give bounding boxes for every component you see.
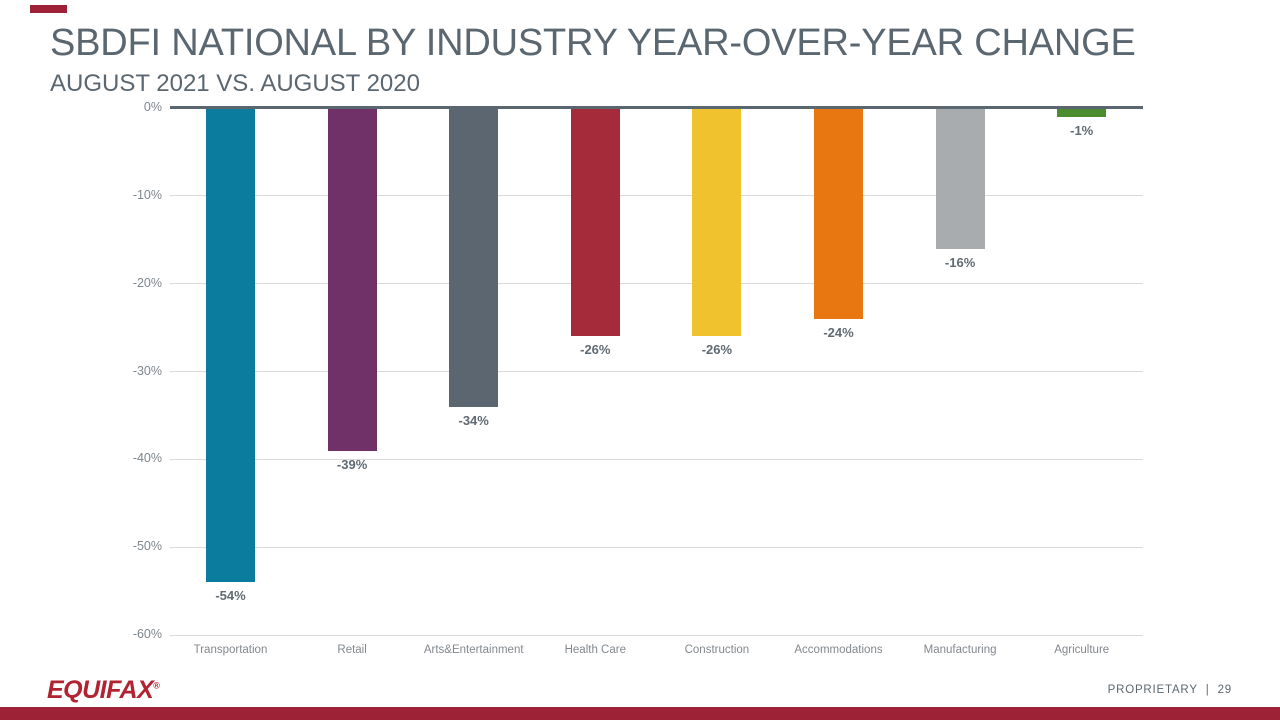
bar-health-care bbox=[570, 108, 620, 337]
footer-divider: | bbox=[1205, 684, 1210, 696]
equifax-logo-text: EQUIFAX bbox=[47, 676, 154, 704]
bar-value-label-agriculture: -1% bbox=[1070, 122, 1094, 138]
brand-accent-bar bbox=[30, 5, 67, 13]
bar-manufacturing bbox=[935, 108, 985, 249]
gridline bbox=[170, 283, 1143, 285]
category-label-retail: Retail bbox=[337, 644, 367, 656]
bar-value-label-construction: -26% bbox=[701, 342, 733, 358]
bar-construction bbox=[692, 108, 742, 337]
category-label-construction: Construction bbox=[684, 644, 750, 656]
y-axis-tick-label: -30% bbox=[132, 363, 162, 378]
y-axis-tick-label: -50% bbox=[132, 539, 162, 554]
bar-value-label-retail: -39% bbox=[336, 456, 368, 472]
bar-value-label-transportation: -54% bbox=[215, 588, 246, 604]
gridline bbox=[170, 546, 1143, 548]
category-label-agriculture: Agriculture bbox=[1054, 644, 1110, 656]
bar-value-label-manufacturing: -16% bbox=[944, 254, 976, 270]
footer-meta: PROPRIETARY | 29 bbox=[1108, 684, 1232, 696]
bar-value-label-accommodations: -24% bbox=[823, 324, 854, 340]
page-number: 29 bbox=[1217, 684, 1232, 696]
gridline bbox=[170, 634, 1143, 636]
gridline bbox=[170, 458, 1143, 460]
brand-footer-bar bbox=[0, 707, 1280, 720]
category-label-arts-entertainment: Arts&Entertainment bbox=[423, 644, 524, 656]
category-label-manufacturing: Manufacturing bbox=[923, 644, 997, 656]
bar-value-label-health-care: -26% bbox=[580, 342, 611, 358]
bar-retail bbox=[327, 108, 377, 451]
page-title: SBDFI NATIONAL BY INDUSTRY YEAR-OVER-YEA… bbox=[50, 22, 1136, 64]
category-label-transportation: Transportation bbox=[193, 644, 268, 656]
bar-accommodations bbox=[814, 108, 863, 319]
category-label-health-care: Health Care bbox=[564, 644, 626, 656]
bar-value-label-arts-entertainment: -34% bbox=[458, 412, 489, 428]
equifax-logo: EQUIFAX® bbox=[47, 676, 160, 705]
bar-transportation bbox=[206, 108, 255, 583]
gridline bbox=[170, 371, 1143, 372]
y-axis-tick-label: -20% bbox=[132, 275, 162, 290]
y-axis-tick-label: -10% bbox=[132, 187, 162, 202]
category-label-accommodations: Accommodations bbox=[794, 644, 883, 656]
proprietary-label: PROPRIETARY bbox=[1107, 684, 1198, 696]
y-axis-tick-label: -40% bbox=[132, 451, 162, 466]
bar-arts-entertainment bbox=[449, 108, 499, 407]
page-subtitle: AUGUST 2021 VS. AUGUST 2020 bbox=[50, 70, 420, 97]
y-axis-tick-label: -60% bbox=[132, 627, 162, 641]
gridline bbox=[170, 195, 1143, 197]
bar-agriculture bbox=[1057, 108, 1107, 117]
registered-trademark-icon: ® bbox=[153, 680, 160, 691]
zero-baseline bbox=[170, 106, 1143, 109]
y-axis-tick-label: 0% bbox=[143, 100, 162, 114]
